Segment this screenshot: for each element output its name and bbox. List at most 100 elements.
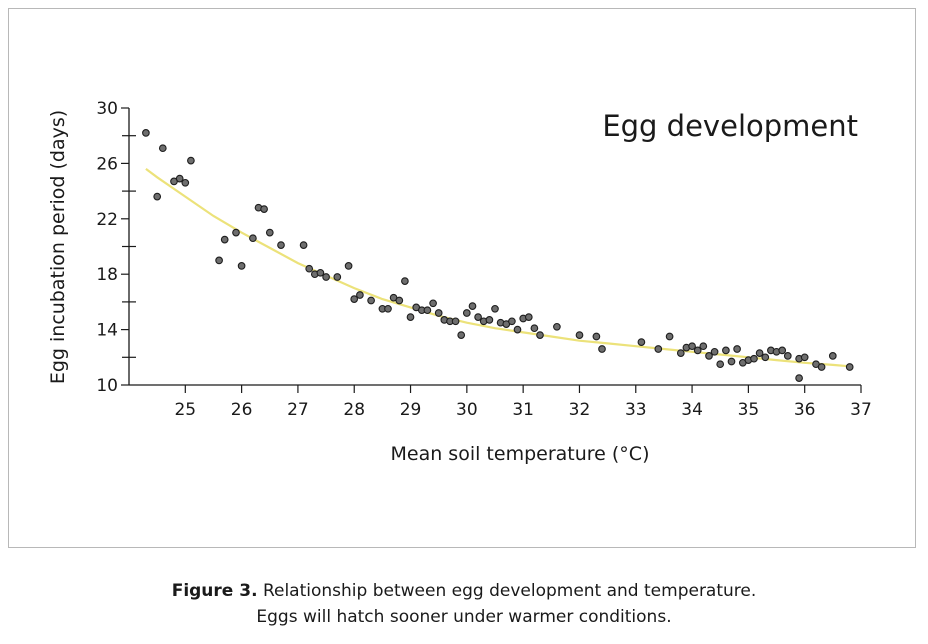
data-point bbox=[142, 129, 150, 137]
x-tick-label: 27 bbox=[287, 400, 309, 420]
data-point bbox=[795, 374, 803, 382]
data-point bbox=[187, 156, 195, 165]
data-point bbox=[316, 268, 325, 277]
data-point bbox=[817, 363, 826, 371]
data-point bbox=[474, 313, 482, 321]
data-point bbox=[727, 357, 736, 366]
data-point bbox=[783, 352, 792, 360]
data-point bbox=[491, 304, 499, 313]
data-point bbox=[384, 304, 392, 313]
data-point bbox=[536, 331, 544, 339]
data-point bbox=[401, 277, 409, 285]
x-tick-label: 31 bbox=[512, 400, 534, 420]
data-point bbox=[395, 296, 404, 305]
data-point bbox=[305, 264, 314, 273]
data-point bbox=[350, 295, 359, 303]
data-point bbox=[524, 313, 533, 321]
data-point bbox=[828, 352, 837, 360]
x-axis-title: Mean soil temperature (°C) bbox=[391, 443, 650, 465]
data-point bbox=[513, 325, 522, 334]
data-point bbox=[654, 345, 663, 353]
data-point bbox=[755, 349, 764, 357]
data-point bbox=[733, 345, 741, 353]
data-point bbox=[485, 316, 494, 324]
caption-text-1: Relationship between egg development and… bbox=[257, 581, 757, 601]
x-tick-label: 36 bbox=[794, 400, 816, 420]
data-point bbox=[265, 228, 274, 237]
data-point bbox=[592, 332, 601, 341]
data-point bbox=[676, 349, 685, 357]
x-tick-label: 33 bbox=[625, 400, 647, 420]
data-point bbox=[665, 332, 674, 341]
fitted-curve bbox=[145, 168, 850, 368]
chart-title: Egg development bbox=[602, 109, 858, 143]
data-point bbox=[688, 342, 696, 351]
x-tick-label: 30 bbox=[456, 400, 478, 420]
x-tick-label: 26 bbox=[231, 400, 253, 420]
x-tick-label: 29 bbox=[400, 400, 422, 420]
data-point bbox=[598, 345, 606, 353]
data-point bbox=[277, 241, 285, 249]
data-point bbox=[468, 302, 477, 310]
data-point bbox=[508, 317, 516, 326]
egg-development-chart: Egg development Egg incubation period (d… bbox=[47, 99, 872, 465]
data-point bbox=[423, 306, 432, 315]
data-point bbox=[553, 322, 561, 331]
data-point bbox=[367, 296, 375, 305]
data-points-layer bbox=[142, 129, 854, 382]
data-point bbox=[722, 346, 730, 355]
x-tick-label: 34 bbox=[681, 400, 703, 420]
data-point bbox=[322, 273, 330, 281]
data-point bbox=[451, 317, 460, 326]
data-point bbox=[158, 144, 167, 153]
data-point bbox=[710, 347, 719, 356]
trend-curve-layer bbox=[145, 168, 850, 368]
data-point bbox=[260, 205, 268, 213]
data-point bbox=[215, 256, 223, 265]
data-point bbox=[299, 241, 308, 249]
data-point bbox=[406, 313, 415, 321]
data-point bbox=[705, 352, 713, 360]
data-point bbox=[333, 273, 342, 281]
data-point bbox=[429, 299, 437, 308]
x-tick-label: 32 bbox=[569, 400, 591, 420]
data-point bbox=[750, 354, 758, 363]
data-point bbox=[220, 235, 229, 244]
data-point bbox=[693, 346, 702, 355]
y-tick-label: 10 bbox=[96, 376, 118, 396]
x-tick-label: 37 bbox=[850, 400, 872, 420]
data-point bbox=[232, 228, 240, 237]
data-point bbox=[153, 192, 162, 201]
data-point bbox=[530, 324, 539, 333]
y-tick-label: 18 bbox=[96, 265, 118, 285]
y-axis-title: Egg incubation period (days) bbox=[47, 110, 69, 384]
axes: 10 14 18 22 26 30 25 26 27 28 29 30 31 32 33 34 35 36 37 bbox=[96, 99, 871, 420]
data-point bbox=[457, 331, 466, 339]
data-point bbox=[344, 262, 353, 270]
figure-caption: Figure 3. Relationship between egg devel… bbox=[0, 578, 928, 630]
data-point bbox=[845, 363, 854, 371]
data-point bbox=[778, 346, 787, 355]
data-point bbox=[800, 353, 809, 362]
data-point bbox=[699, 342, 708, 351]
data-point bbox=[237, 262, 246, 270]
data-point bbox=[249, 234, 257, 243]
data-point bbox=[181, 178, 190, 187]
x-tick-label: 35 bbox=[738, 400, 760, 420]
caption-line-1: Figure 3. Relationship between egg devel… bbox=[0, 578, 928, 604]
data-point bbox=[716, 360, 725, 369]
x-tick-label: 25 bbox=[174, 400, 196, 420]
y-tick-label: 26 bbox=[96, 154, 118, 174]
y-tick-label: 22 bbox=[96, 210, 118, 230]
data-point bbox=[637, 338, 646, 346]
data-point bbox=[175, 174, 184, 183]
caption-line-2: Eggs will hatch sooner under warmer cond… bbox=[256, 607, 672, 627]
data-point bbox=[575, 331, 584, 339]
data-point bbox=[356, 291, 364, 299]
y-tick-label: 30 bbox=[96, 99, 118, 119]
data-point bbox=[462, 309, 471, 317]
data-point bbox=[434, 309, 443, 317]
data-point bbox=[761, 353, 770, 362]
caption-label: Figure 3. bbox=[171, 581, 258, 601]
figure-frame bbox=[8, 8, 916, 548]
